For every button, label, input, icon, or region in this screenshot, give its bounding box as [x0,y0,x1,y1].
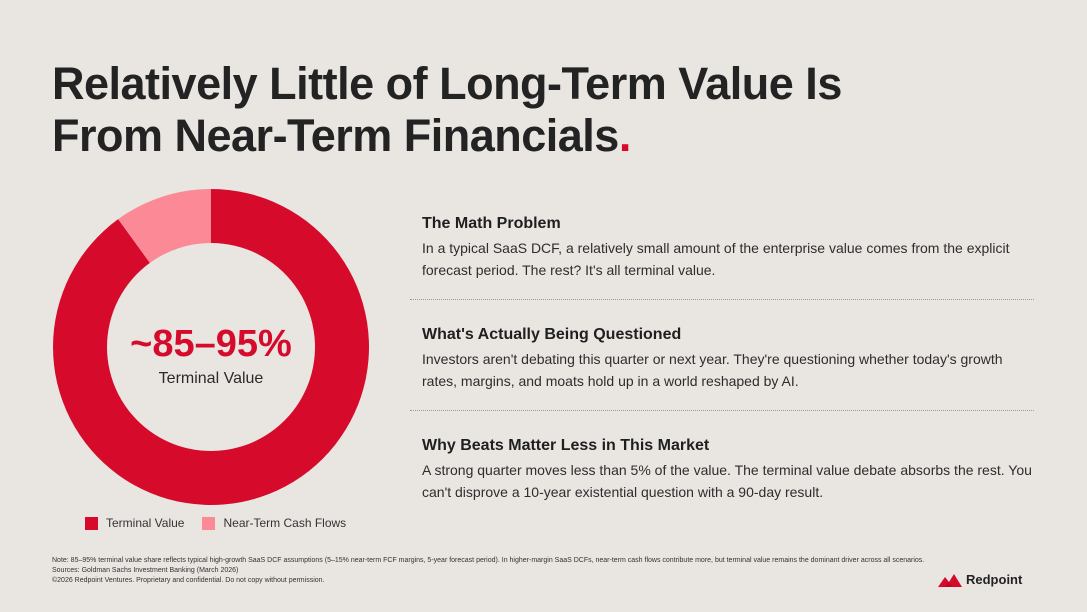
section-heading: The Math Problem [422,215,561,232]
footnotes: Note: 85–95% terminal value share reflec… [52,556,924,586]
section-heading: What's Actually Being Questioned [422,326,682,343]
section-body: A strong quarter moves less than 5% of t… [422,462,1032,500]
center-value: ~85–95% [130,323,292,365]
section-body: Investors aren't debating this quarter o… [422,351,1003,389]
footnote-copyright: ©2026 Redpoint Ventures. Proprietary and… [52,577,325,584]
title-line-1: Relatively Little of Long-Term Value Is [52,58,842,109]
legend-label-terminal-value: Terminal Value [106,516,185,530]
redpoint-logo: Redpoint [938,572,1022,587]
section-beats-matter-less: Why Beats Matter Less in This Market A s… [422,437,1034,503]
legend-item-terminal-value: Terminal Value [85,516,184,530]
chart-legend: Terminal Value Near-Term Cash Flows [85,516,346,530]
legend-swatch-terminal-value [85,516,98,530]
center-label: Terminal Value [158,370,264,387]
insight-sections: The Math Problem In a typical SaaS DCF, … [410,215,1034,503]
redpoint-logo-icon [938,573,962,587]
legend-item-near-term-cash-flows: Near-Term Cash Flows [202,516,346,530]
section-heading: Why Beats Matter Less in This Market [422,437,710,454]
donut-slice-near-term-cash-flows [118,189,211,263]
title-dot: . [618,110,632,161]
divider [410,299,1034,300]
legend-swatch-near-term-cash-flows [202,516,216,530]
donut-slice-terminal-value [52,189,369,505]
divider [410,410,1034,411]
section-being-questioned: What's Actually Being Questioned Investo… [422,326,1034,392]
legend-label-near-term-cash-flows: Near-Term Cash Flows [223,516,347,530]
footnote-sources: Sources: Goldman Sachs Investment Bankin… [52,567,239,574]
title-line-2: From Near-Term Financials [52,110,619,161]
donut-center: ~85–95% Terminal Value [66,322,356,388]
section-body: In a typical SaaS DCF, a relatively smal… [422,240,1010,278]
footnote-note: Note: 85–95% terminal value share reflec… [52,557,925,564]
logo-text: Redpoint [966,572,1023,587]
donut-chart [52,189,369,505]
section-math-problem: The Math Problem In a typical SaaS DCF, … [422,215,1034,281]
page-title: Relatively Little of Long-Term Value Is … [52,58,842,162]
